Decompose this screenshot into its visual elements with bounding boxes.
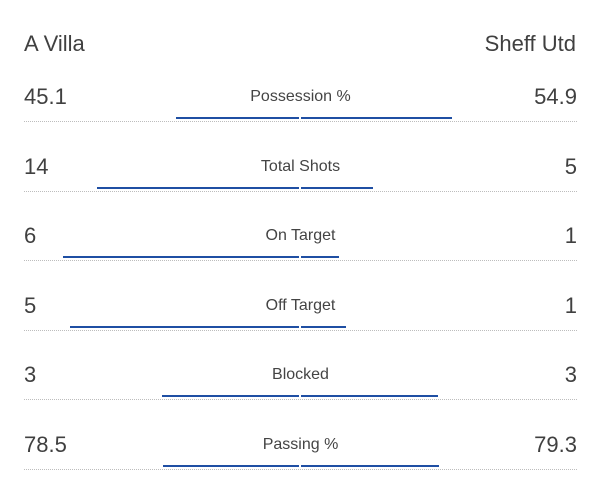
home-stat-bar <box>63 256 299 258</box>
row-divider <box>24 191 577 192</box>
stat-label: Passing % <box>262 436 339 453</box>
home-stat-value: 6 <box>24 223 37 248</box>
away-stat-bar <box>301 187 373 189</box>
stat-row-passing: 78.5 Passing % 79.3 <box>24 431 577 501</box>
home-stat-bar <box>70 326 299 328</box>
home-stat-bar <box>176 117 299 119</box>
away-stat-bar <box>301 326 346 328</box>
match-stats-panel: A Villa Sheff Utd 45.1 Possession % 54.9… <box>24 31 577 470</box>
stat-label: Blocked <box>272 366 329 383</box>
row-divider <box>24 260 577 261</box>
row-divider <box>24 121 577 122</box>
away-stat-value: 54.9 <box>534 84 577 109</box>
home-stat-value: 14 <box>24 154 49 179</box>
home-stat-bar <box>163 465 299 467</box>
home-team-name: A Villa <box>24 31 85 56</box>
home-stat-value: 78.5 <box>24 432 67 457</box>
away-stat-value: 5 <box>564 154 577 179</box>
away-stat-bar <box>301 117 452 119</box>
stat-label: Total Shots <box>260 158 341 175</box>
stat-label: Possession % <box>250 88 351 105</box>
away-stat-bar <box>301 256 339 258</box>
away-stat-bar <box>301 465 439 467</box>
stat-row-total-shots: 14 Total Shots 5 <box>24 153 577 223</box>
stat-row-blocked: 3 Blocked 3 <box>24 361 577 431</box>
home-stat-value: 3 <box>24 362 37 387</box>
stat-row-off-target: 5 Off Target 1 <box>24 292 577 362</box>
away-stat-value: 1 <box>564 293 577 318</box>
home-stat-value: 5 <box>24 293 37 318</box>
row-divider <box>24 330 577 331</box>
home-stat-bar <box>162 395 299 397</box>
row-divider <box>24 469 577 470</box>
away-stat-bar <box>301 395 438 397</box>
away-stat-value: 3 <box>564 362 577 387</box>
stat-row-possession: 45.1 Possession % 54.9 <box>24 83 577 153</box>
stat-label: On Target <box>265 227 336 244</box>
row-divider <box>24 399 577 400</box>
stat-row-on-target: 6 On Target 1 <box>24 222 577 292</box>
away-team-name: Sheff Utd <box>484 31 576 56</box>
away-stat-value: 79.3 <box>534 432 577 457</box>
stat-label: Off Target <box>265 297 336 314</box>
away-stat-value: 1 <box>564 223 577 248</box>
home-stat-bar <box>97 187 299 189</box>
home-stat-value: 45.1 <box>24 84 67 109</box>
